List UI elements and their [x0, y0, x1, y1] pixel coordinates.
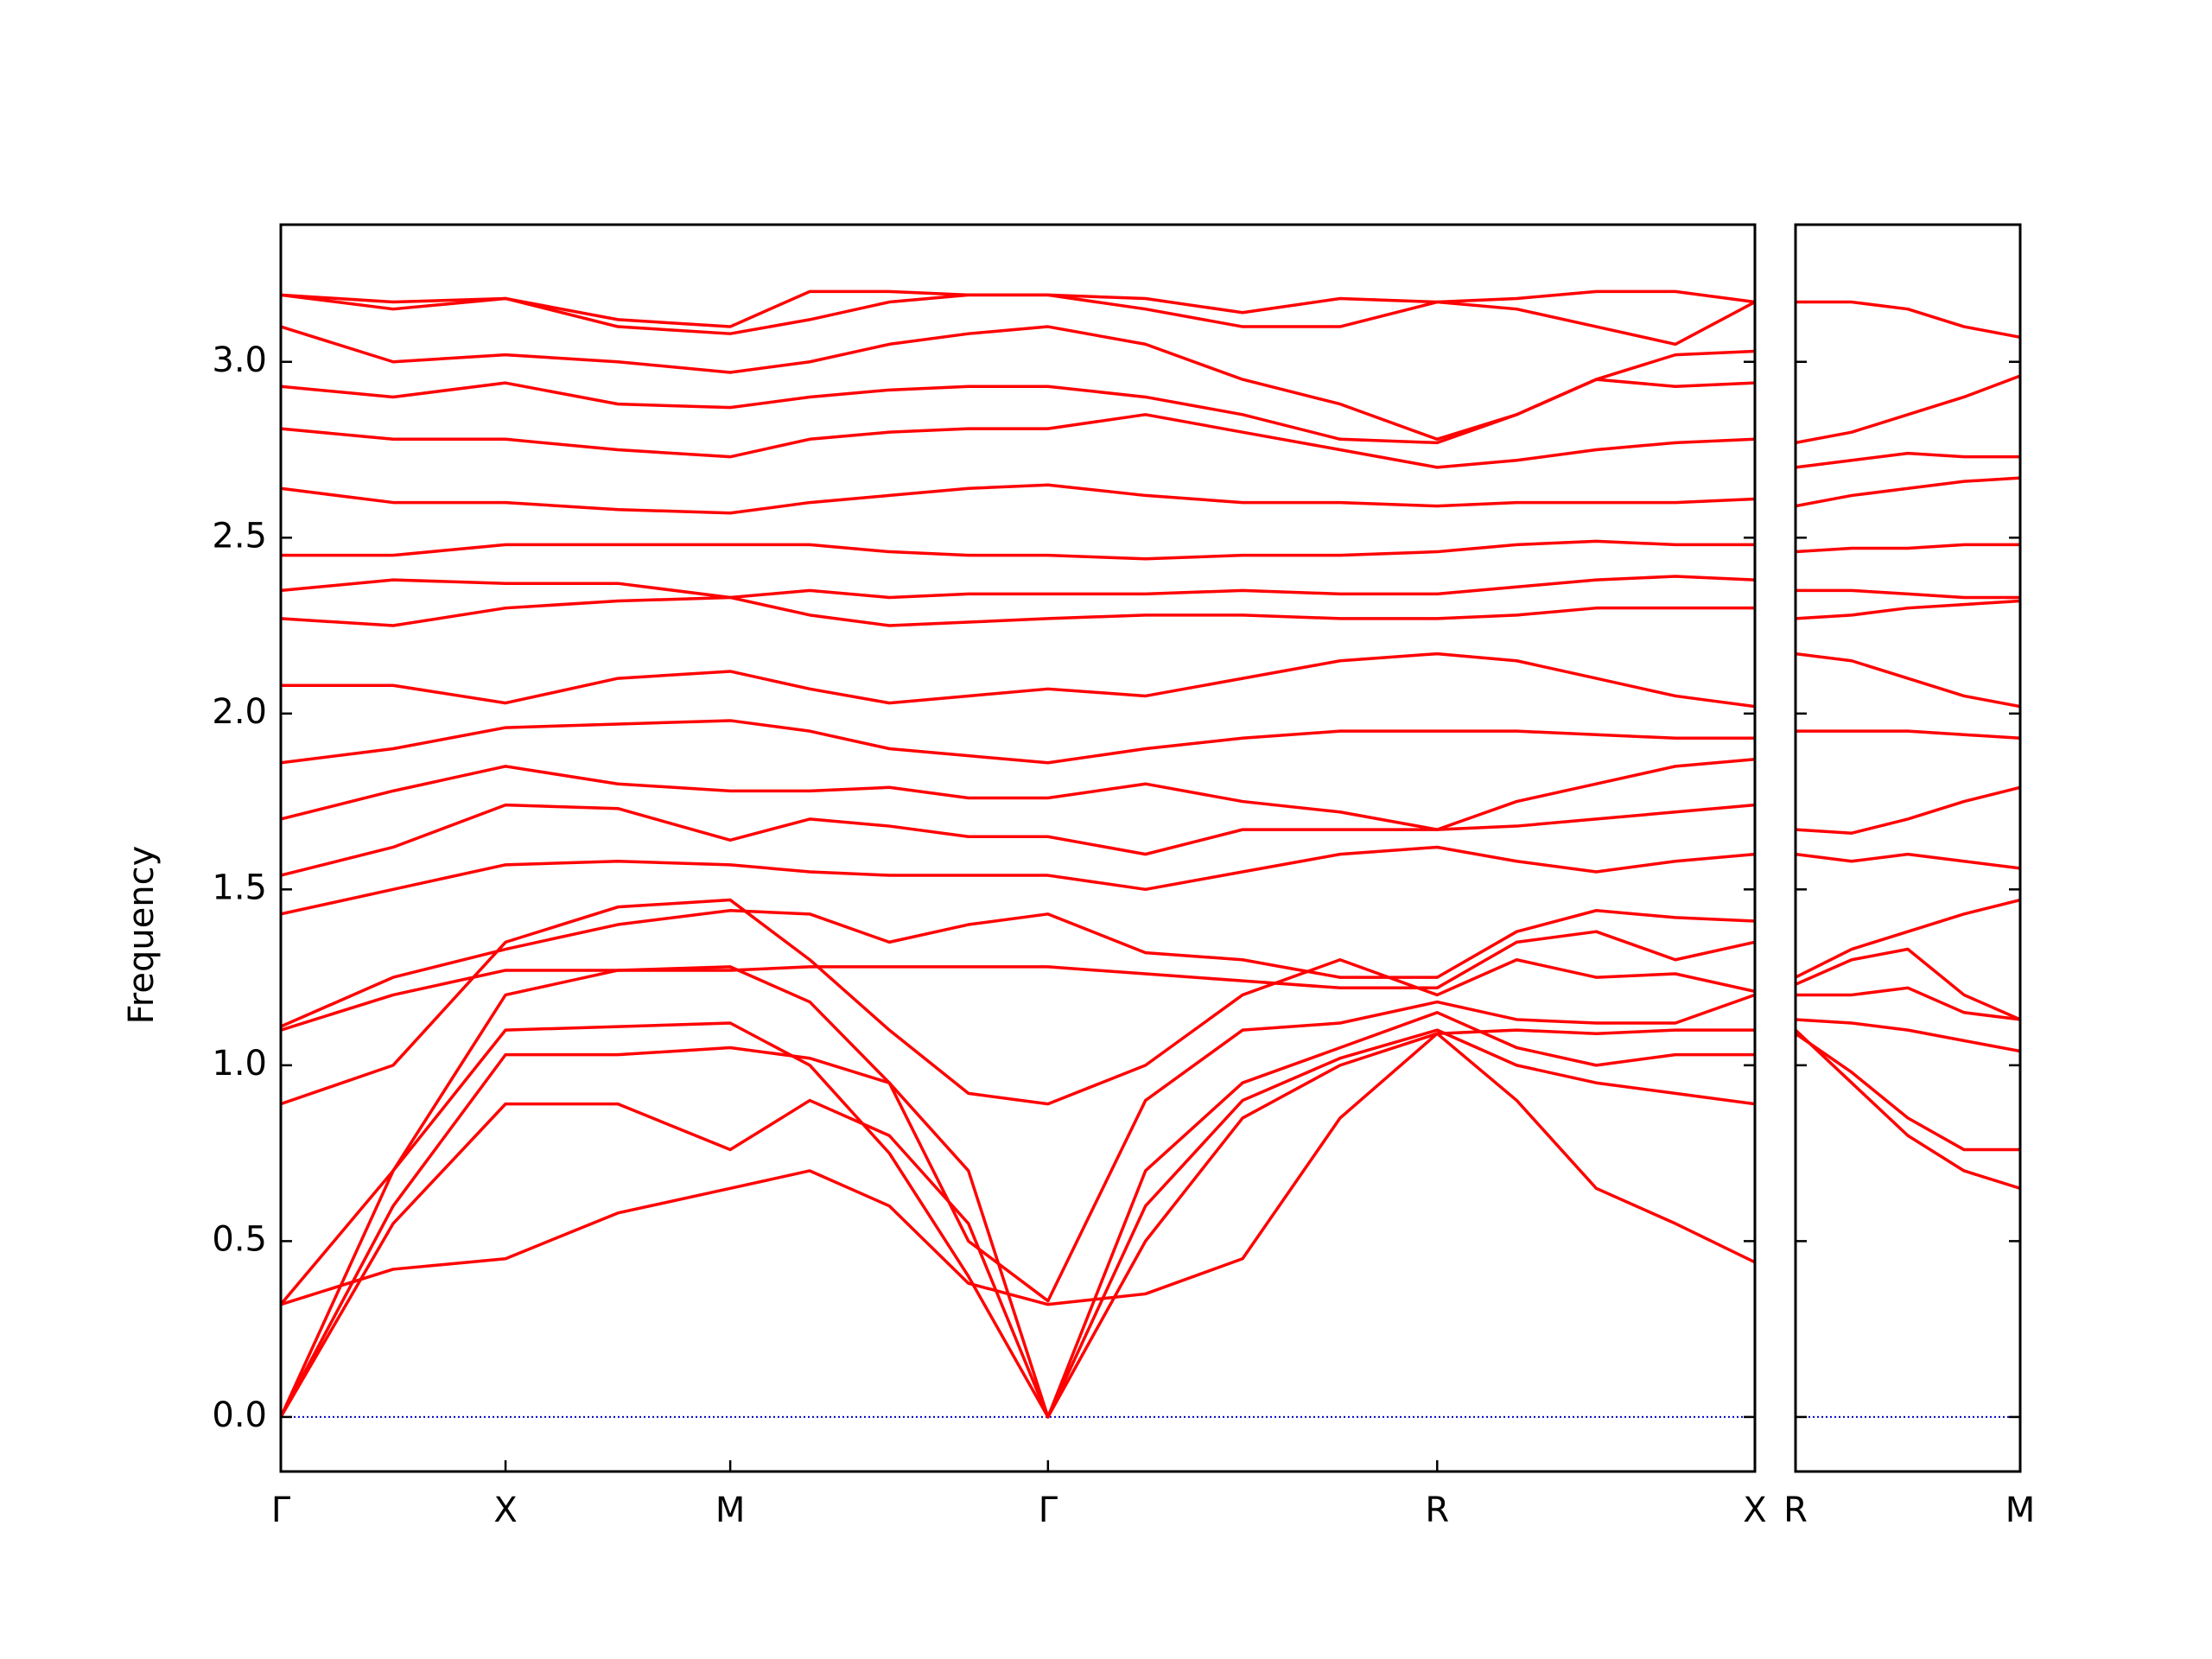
y-tick-label: 3.0 — [212, 340, 267, 380]
band-line — [281, 930, 1755, 1032]
band-line — [281, 845, 1755, 916]
y-tick-label: 0.5 — [212, 1219, 267, 1259]
band-line — [1796, 451, 2020, 469]
band-line — [1796, 1032, 2020, 1152]
band-line — [1796, 652, 2020, 709]
axes-frame — [279, 223, 1757, 1473]
plot-area — [1796, 300, 2020, 1418]
band-line — [281, 757, 1755, 831]
band-line — [1796, 374, 2020, 445]
x-tick-label: R — [1783, 1491, 1808, 1530]
x-tick-label: X — [1743, 1491, 1766, 1530]
y-tick-label: 0.0 — [212, 1395, 267, 1435]
band-line — [281, 378, 1755, 445]
x-tick-label: X — [493, 1491, 517, 1530]
band-line — [281, 1028, 1755, 1419]
x-tick-label: M — [715, 1491, 746, 1530]
band-line — [281, 803, 1755, 877]
band-line — [281, 289, 1755, 335]
band-line — [281, 575, 1755, 600]
band-line — [281, 909, 1755, 1028]
band-line — [1796, 1018, 2020, 1053]
y-tick-label: 2.0 — [212, 692, 267, 732]
band-line — [1796, 898, 2020, 979]
band-line — [281, 965, 1755, 1306]
axes-frame — [1794, 223, 2022, 1473]
x-tick-label: Γ — [1039, 1491, 1058, 1530]
band-line — [1796, 476, 2020, 508]
band-line — [281, 898, 1755, 1106]
y-axis-label: Frequency — [122, 846, 162, 1025]
band-line — [281, 652, 1755, 709]
x-tick-label: Γ — [271, 1491, 291, 1530]
band-line — [1796, 729, 2020, 741]
band-line — [281, 413, 1755, 469]
x-tick-label: R — [1425, 1491, 1449, 1530]
band-line — [1796, 300, 2020, 339]
y-tick-label: 1.0 — [212, 1044, 267, 1084]
band-line — [1796, 986, 2020, 1021]
band-line — [281, 539, 1755, 561]
band-line — [281, 719, 1755, 765]
y-tick-label: 1.5 — [212, 868, 267, 907]
band-line — [281, 483, 1755, 515]
band-line — [281, 325, 1755, 442]
y-tick-label: 2.5 — [212, 516, 267, 556]
band-line — [1796, 543, 2020, 554]
band-line — [1796, 1028, 2020, 1190]
plot-area — [281, 289, 1755, 1419]
band-line — [1796, 785, 2020, 835]
band-line — [281, 595, 1755, 627]
band-line — [1796, 852, 2020, 870]
band-line — [281, 1011, 1755, 1419]
x-tick-label: M — [2005, 1491, 2036, 1530]
band-line — [1796, 599, 2020, 620]
band-line — [281, 1032, 1755, 1419]
band-line — [1796, 947, 2020, 1021]
band-line — [1796, 588, 2020, 600]
band-line — [281, 1028, 1755, 1306]
